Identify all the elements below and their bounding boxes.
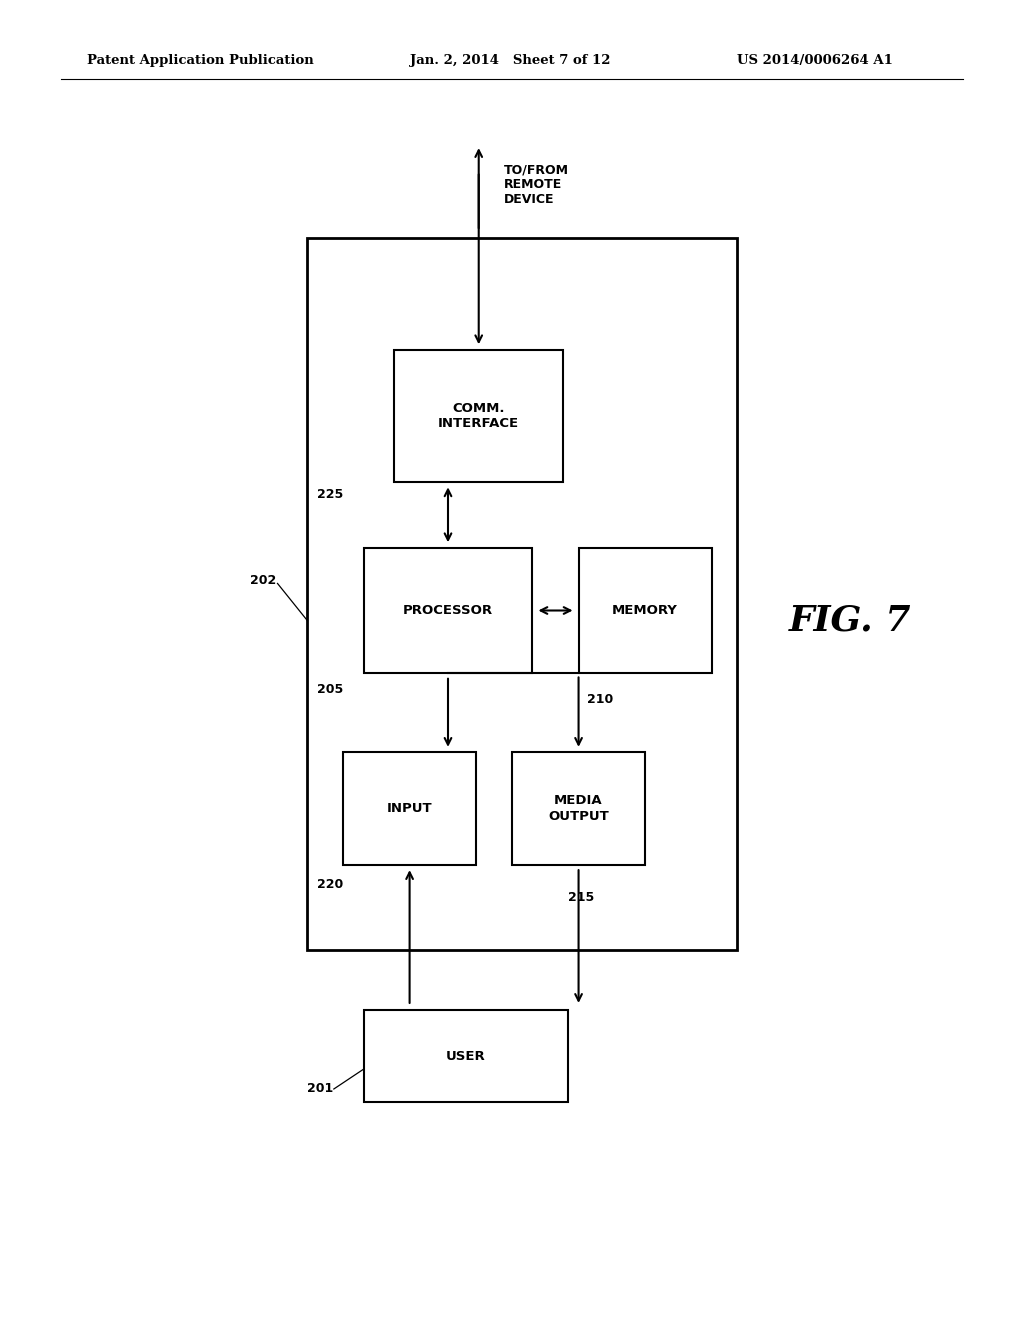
Text: Jan. 2, 2014   Sheet 7 of 12: Jan. 2, 2014 Sheet 7 of 12 [410, 54, 610, 67]
Text: MEMORY: MEMORY [612, 605, 678, 616]
Text: Patent Application Publication: Patent Application Publication [87, 54, 313, 67]
Text: US 2014/0006264 A1: US 2014/0006264 A1 [737, 54, 893, 67]
Text: 202: 202 [250, 574, 276, 587]
Text: 205: 205 [317, 682, 344, 696]
Text: COMM.
INTERFACE: COMM. INTERFACE [438, 401, 519, 430]
Text: MEDIA
OUTPUT: MEDIA OUTPUT [548, 795, 609, 822]
Bar [394, 350, 563, 482]
Bar [364, 1010, 568, 1102]
Bar [307, 238, 737, 950]
Text: PROCESSOR: PROCESSOR [402, 605, 494, 616]
Text: USER: USER [446, 1049, 485, 1063]
Text: 201: 201 [306, 1082, 333, 1096]
Bar [364, 548, 532, 673]
Text: INPUT: INPUT [387, 803, 432, 814]
Text: 215: 215 [568, 891, 595, 904]
Text: TO/FROM
REMOTE
DEVICE: TO/FROM REMOTE DEVICE [505, 164, 569, 206]
Bar [343, 752, 476, 865]
Text: FIG. 7: FIG. 7 [788, 603, 911, 638]
Text: 210: 210 [587, 693, 613, 706]
Bar [579, 548, 712, 673]
Bar [512, 752, 645, 865]
Text: 225: 225 [317, 488, 344, 502]
Text: 220: 220 [317, 878, 344, 891]
